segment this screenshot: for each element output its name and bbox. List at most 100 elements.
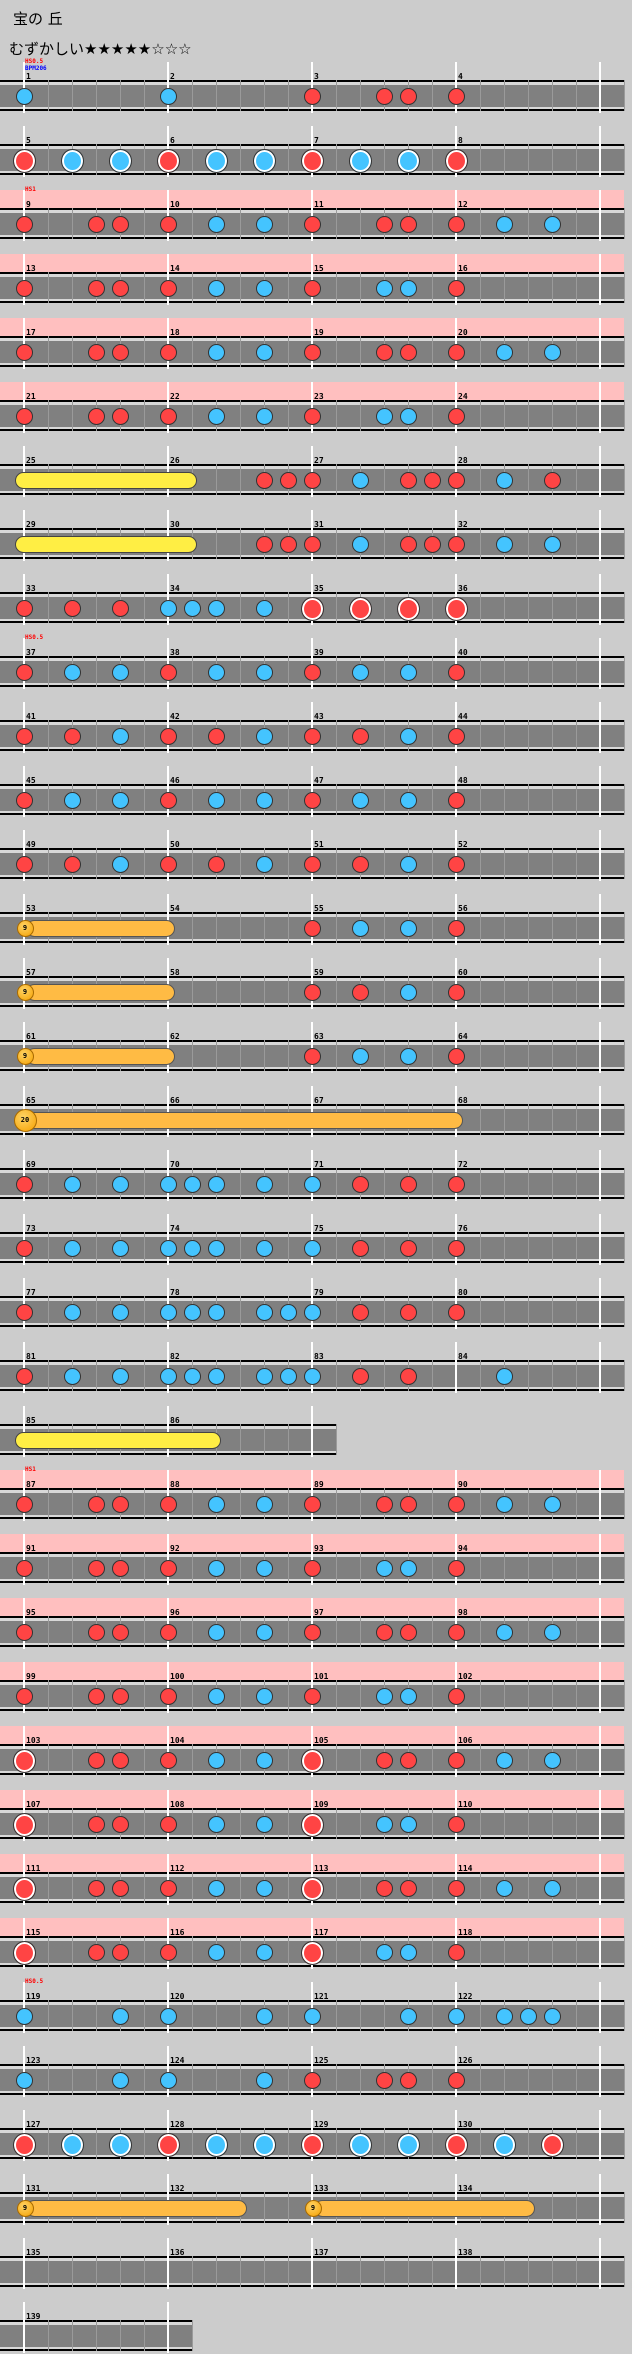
measure-line [455, 1854, 457, 1905]
measure-line [23, 1278, 25, 1329]
measure-number: 34 [170, 584, 180, 593]
beat-gridline [48, 1616, 49, 1647]
beat-gridline [624, 720, 625, 751]
scroll-speed-label: HS0.5 [25, 634, 44, 641]
measure-number: 96 [170, 1608, 180, 1617]
measure-line [23, 446, 25, 497]
measure-line [311, 1598, 313, 1649]
beat-gridline [288, 720, 289, 751]
measure-line [23, 958, 25, 1009]
measure-line [167, 1278, 169, 1329]
ka-note [375, 1560, 393, 1577]
beat-gridline [144, 720, 145, 751]
beat-gridline [624, 2000, 625, 2031]
measure-line [23, 1214, 25, 1265]
don-note [447, 1688, 465, 1705]
measure-number: 14 [170, 264, 180, 273]
measure-line [455, 1278, 457, 1329]
beat-gridline [528, 848, 529, 879]
ka-note [15, 88, 33, 105]
beat-gridline [144, 1872, 145, 1903]
don-note [87, 1816, 105, 1833]
measure-line [311, 766, 313, 817]
beat-gridline [72, 1936, 73, 1967]
don-note [303, 728, 321, 745]
don-note [423, 472, 441, 489]
beat-gridline [624, 1040, 625, 1071]
beat-gridline [552, 720, 553, 751]
beat-gridline [240, 336, 241, 367]
ka-note [375, 1688, 393, 1705]
measure-number: 127 [26, 2120, 41, 2129]
chart-row: 21 22 23 24 [0, 382, 625, 434]
measure-line [23, 830, 25, 881]
beat-gridline [528, 1552, 529, 1583]
beat-gridline [528, 592, 529, 623]
ka-note [15, 2072, 33, 2089]
beat-gridline [72, 208, 73, 239]
measure-number: 57 [26, 968, 36, 977]
measure-line [455, 190, 457, 241]
big-don-note [444, 2133, 468, 2157]
beat-gridline [336, 272, 337, 303]
measure-number: 126 [458, 2056, 473, 2065]
measure-line [599, 1342, 601, 1393]
beat-gridline [624, 656, 625, 687]
ka-note [63, 664, 81, 681]
measure-number: 33 [26, 584, 36, 593]
beat-gridline [480, 1296, 481, 1327]
don-note [399, 2072, 417, 2089]
don-note [303, 1560, 321, 1577]
balloon-bar [26, 1112, 463, 1129]
measure-line [599, 702, 601, 753]
measure-number: 124 [170, 2056, 185, 2065]
ka-note [111, 2008, 129, 2025]
measure-line [167, 894, 169, 945]
measure-number: 132 [170, 2184, 185, 2193]
don-note [15, 408, 33, 425]
measure-line [599, 1598, 601, 1649]
ka-note [255, 728, 273, 745]
don-note [375, 1496, 393, 1513]
beat-gridline [288, 656, 289, 687]
don-note [447, 472, 465, 489]
don-note [111, 1624, 129, 1641]
beat-gridline [48, 2256, 49, 2287]
beat-gridline [432, 1680, 433, 1711]
difficulty-label: むずかしい [9, 40, 85, 58]
measure-line [311, 190, 313, 241]
ka-note [255, 600, 273, 617]
beat-gridline [48, 1744, 49, 1775]
beat-gridline [432, 1296, 433, 1327]
beat-gridline [624, 528, 625, 559]
beat-gridline [144, 592, 145, 623]
ka-note [447, 2008, 465, 2025]
don-note [111, 280, 129, 297]
measure-line [311, 382, 313, 433]
measure-line [599, 1278, 601, 1329]
beat-gridline [336, 1296, 337, 1327]
measure-line [167, 830, 169, 881]
measure-number: 139 [26, 2312, 41, 2321]
beat-gridline [504, 1552, 505, 1583]
measure-number: 102 [458, 1672, 473, 1681]
big-don-note [12, 1749, 36, 1773]
beat-gridline [240, 2256, 241, 2287]
drumroll-bar [15, 472, 197, 489]
chart-row: 135 136 137 138 [0, 2238, 625, 2290]
beat-gridline [240, 848, 241, 879]
beat-gridline [384, 2000, 385, 2031]
ka-note [399, 664, 417, 681]
measure-number: 125 [314, 2056, 329, 2065]
ka-note [255, 2008, 273, 2025]
beat-gridline [480, 80, 481, 111]
beat-gridline [432, 272, 433, 303]
measure-number: 59 [314, 968, 324, 977]
balloon-bar [314, 2200, 535, 2217]
beat-gridline [384, 976, 385, 1007]
beat-gridline [384, 528, 385, 559]
measure-number: 15 [314, 264, 324, 273]
beat-gridline [48, 2128, 49, 2159]
scroll-speed-label: HS1 [25, 1466, 36, 1473]
ka-note [399, 280, 417, 297]
